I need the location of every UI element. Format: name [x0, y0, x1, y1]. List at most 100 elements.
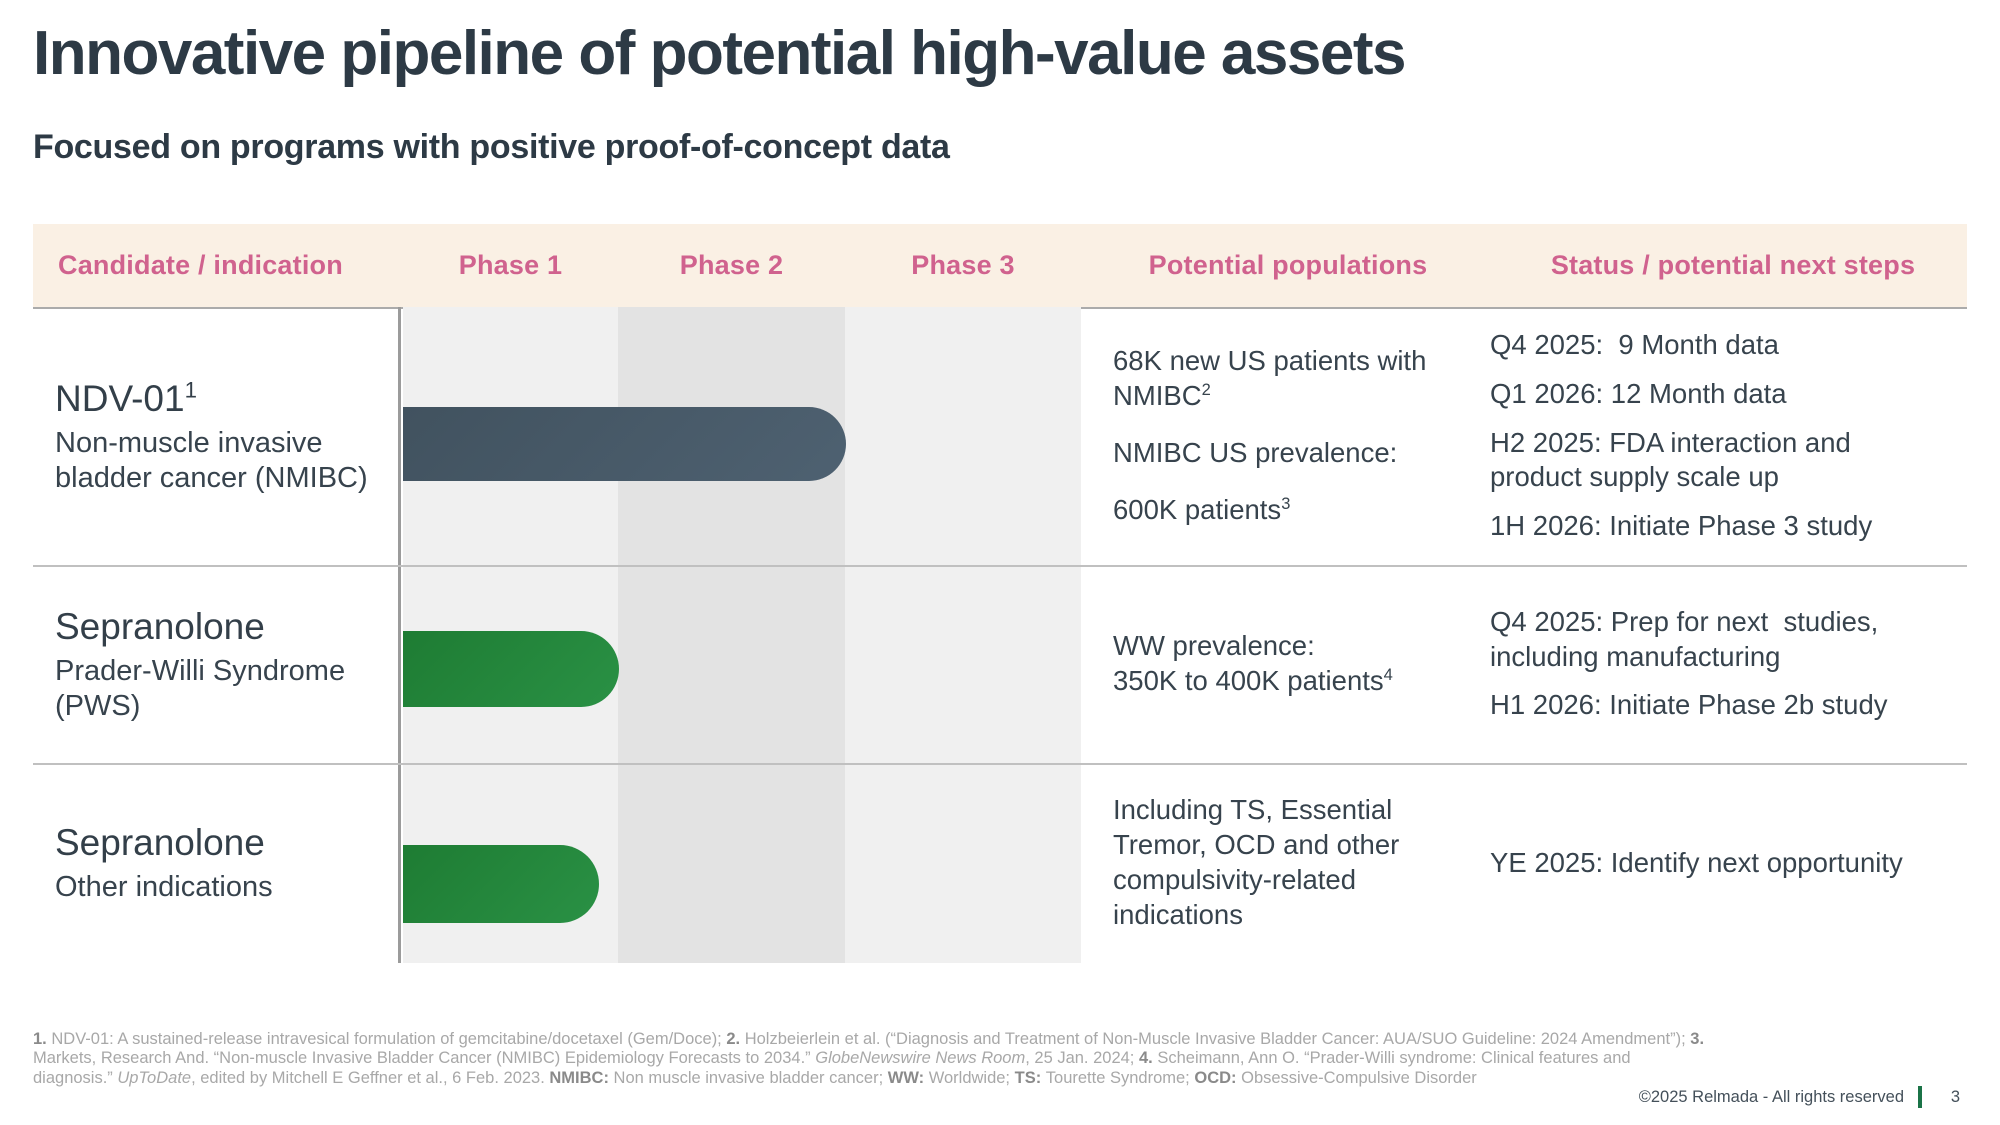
- column-header-phase2: Phase 2: [679, 250, 784, 280]
- candidate-cell: Sepranolone Other indications: [55, 763, 390, 963]
- footnote-segment: Obsessive-Compulsive Disorder: [1241, 1068, 1477, 1087]
- status-text: Q1 2026: 12 Month data: [1490, 377, 1985, 412]
- status-text-line: H2 2025: FDA interaction and: [1490, 426, 1851, 458]
- status-cell: Q4 2025: 9 Month data Q1 2026: 12 Month d…: [1490, 307, 1985, 565]
- candidate-indication: Prader-Willi Syndrome (PWS): [55, 654, 390, 725]
- footnote-segment: Holzbeierlein et al. (“Diagnosis and Tre…: [744, 1030, 1691, 1048]
- row-divider: [33, 763, 1967, 765]
- column-header-phase3: Phase 3: [911, 250, 1015, 280]
- candidate-name: Sepranolone: [55, 605, 265, 647]
- status-cell: Q4 2025: Prep for next studies, including…: [1490, 565, 1985, 763]
- phase-track-left-axis: [398, 307, 401, 963]
- status-text: H2 2025: FDA interaction and product supp…: [1490, 426, 1985, 496]
- row-divider: [33, 565, 1967, 567]
- candidate-indication: Other indications: [55, 870, 390, 905]
- status-text-line: H1 2026: Initiate Phase 2b study: [1490, 689, 1888, 721]
- status-text: 1H 2026: Initiate Phase 3 study: [1490, 509, 1985, 544]
- footnote-segment: , edited by Mitchell E Geffner et al., 6…: [191, 1068, 550, 1087]
- footnote-segment: NDV-01: A sustained-release intravesical…: [51, 1030, 727, 1048]
- population-text-line: Including TS, Essential: [1113, 794, 1393, 826]
- status-text: YE 2025: Identify next opportunity: [1490, 846, 1985, 881]
- population-text-line: NMIBC US prevalence:: [1113, 437, 1398, 468]
- candidate-indication-line: (PWS): [55, 690, 141, 723]
- footer-separator: [1918, 1086, 1922, 1108]
- footnote-segment: 2.: [726, 1030, 745, 1048]
- pipeline-row: NDV-011 Non-muscle invasive bladder cancer…: [0, 307, 2000, 565]
- candidate-indication: Non-muscle invasive bladder cancer (NMIBC…: [55, 426, 390, 497]
- footnotes: 1. NDV-01: A sustained-release intravesi…: [33, 1030, 1713, 1088]
- status-text-line: Q1 2026: 12 Month data: [1490, 377, 1787, 409]
- candidate-indication-line: Prader-Willi Syndrome: [55, 654, 346, 687]
- population-text: WW prevalence: 350K to 400K patients4: [1113, 629, 1483, 699]
- footnote-segment: 3.: [1690, 1030, 1705, 1048]
- candidate-indication-line: bladder cancer (NMIBC): [55, 462, 368, 495]
- page-title: Innovative pipeline of potential high-va…: [33, 19, 1406, 88]
- population-text-line: Tremor, OCD and other: [1113, 829, 1400, 861]
- footnote-ref: 2: [1201, 380, 1211, 399]
- slide-footer: ©2025 Relmada - All rights reserved 3: [1639, 1086, 1960, 1108]
- population-text-line: WW prevalence:: [1113, 630, 1315, 662]
- table-header-band: Candidate / indication Phase 1 Phase 2 P…: [33, 224, 1967, 309]
- footnote-segment: TS:: [1014, 1068, 1046, 1087]
- candidate-cell: NDV-011 Non-muscle invasive bladder cancer…: [55, 307, 390, 565]
- footnote-segment: WW:: [887, 1068, 929, 1087]
- footnote-segment: 4.: [1138, 1049, 1158, 1068]
- population-text-line: 68K new US patients with: [1113, 345, 1427, 377]
- populations-cell: WW prevalence: 350K to 400K patients4: [1113, 565, 1483, 763]
- footnote-segment: Non muscle invasive bladder cancer;: [613, 1068, 888, 1087]
- population-text-line: compulsivity-related: [1113, 864, 1357, 895]
- footnote-segment: , 25 Jan. 2024;: [1025, 1049, 1139, 1068]
- populations-cell: 68K new US patients with NMIBC2 NMIBC US p…: [1113, 307, 1483, 565]
- footnote-segment: Worldwide;: [928, 1068, 1015, 1087]
- status-text-line: Q4 2025: Prep for next studies,: [1490, 605, 1879, 637]
- footnote-segment: GlobeNewswire News Room: [815, 1049, 1026, 1068]
- population-text: 600K patients3: [1113, 493, 1483, 528]
- pipeline-row: Sepranolone Prader-Willi Syndrome (PWS) WW …: [0, 565, 2000, 763]
- population-text-line: 350K to 400K patients4: [1113, 665, 1393, 696]
- status-text: Q4 2025: 9 Month data: [1490, 328, 1985, 363]
- phase3-track-column: [845, 307, 1081, 963]
- phase-progress-bar: [403, 845, 599, 923]
- population-text: Including TS, Essential Tremor, OCD and o…: [1113, 793, 1483, 933]
- population-text: 68K new US patients with NMIBC2: [1113, 344, 1483, 414]
- status-text-line: YE 2025: Identify next opportunity: [1490, 846, 1903, 878]
- footnote-segment: UpToDate: [117, 1068, 192, 1087]
- population-text-line: 600K patients3: [1113, 493, 1291, 525]
- footnote-segment: OCD:: [1194, 1068, 1242, 1087]
- population-text-line: indications: [1113, 898, 1243, 930]
- phase-progress-bar: [403, 631, 619, 707]
- candidate-indication-line: Other indications: [55, 871, 273, 904]
- footnote-segment: 1.: [33, 1030, 52, 1048]
- status-text-line: product supply scale up: [1490, 461, 1779, 493]
- copyright-text: ©2025 Relmada - All rights reserved: [1638, 1087, 1904, 1106]
- footnote-segment: Markets, Research And. “Non-muscle Invas…: [33, 1049, 816, 1068]
- status-text-line: 1H 2026: Initiate Phase 3 study: [1490, 510, 1873, 542]
- candidate-cell: Sepranolone Prader-Willi Syndrome (PWS): [55, 565, 390, 763]
- column-header-candidate: Candidate / indication: [58, 250, 343, 280]
- phase-progress-bar: [403, 407, 846, 481]
- population-text: NMIBC US prevalence:: [1113, 436, 1483, 471]
- populations-cell: Including TS, Essential Tremor, OCD and o…: [1113, 763, 1483, 963]
- footnote-segment: Tourette Syndrome;: [1045, 1068, 1195, 1087]
- candidate-name: Sepranolone: [55, 822, 265, 864]
- status-text: H1 2026: Initiate Phase 2b study: [1490, 688, 1985, 723]
- status-text: Q4 2025: Prep for next studies, including…: [1490, 605, 1985, 675]
- pipeline-row: Sepranolone Other indications Including TS…: [0, 763, 2000, 963]
- footnote-ref: 4: [1383, 665, 1393, 684]
- footnote-segment: Scheimann, Ann O. “Prader-Willi syndrome…: [33, 1049, 1631, 1087]
- candidate-name: NDV-011: [55, 377, 197, 419]
- footnote-segment: NMIBC:: [549, 1068, 614, 1087]
- footnote-ref: 3: [1281, 494, 1291, 513]
- page-number: 3: [1950, 1087, 1960, 1106]
- footnote-ref: 1: [184, 377, 197, 403]
- status-text-line: Q4 2025: 9 Month data: [1490, 328, 1779, 360]
- population-text-line: NMIBC2: [1113, 380, 1211, 412]
- column-header-phase1: Phase 1: [458, 250, 563, 280]
- candidate-indication-line: Non-muscle invasive: [55, 426, 323, 459]
- status-cell: YE 2025: Identify next opportunity: [1490, 763, 1985, 963]
- page-subtitle: Focused on programs with positive proof-…: [33, 128, 950, 166]
- column-header-populations: Potential populations: [1148, 250, 1428, 280]
- status-text-line: including manufacturing: [1490, 640, 1781, 672]
- column-header-status: Status / potential next steps: [1550, 250, 1916, 280]
